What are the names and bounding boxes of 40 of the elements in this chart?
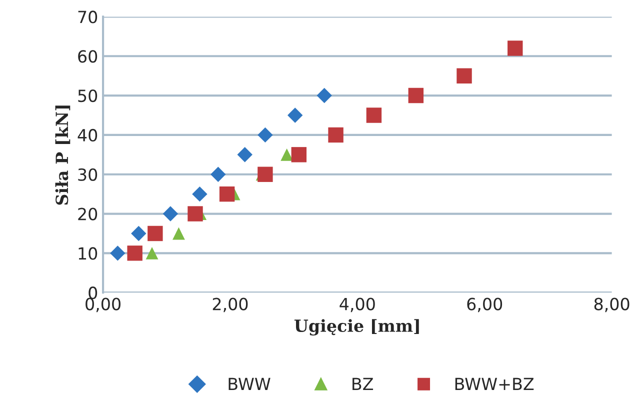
legend-label: BWW+BZ xyxy=(455,378,534,390)
y-tick-label: 0 xyxy=(88,286,98,300)
x-axis-title: Ugięcie [mm] xyxy=(294,319,419,336)
point xyxy=(210,166,226,182)
point xyxy=(127,246,142,261)
y-tick-label: 70 xyxy=(78,10,98,24)
point xyxy=(146,246,158,260)
x-tick-label: 0,00 xyxy=(86,298,120,312)
x-tick-label: 6,00 xyxy=(467,298,502,312)
point xyxy=(366,108,382,123)
legend-label: BZ xyxy=(352,378,374,390)
y-tick-label: 10 xyxy=(78,247,98,260)
point xyxy=(131,226,146,242)
point xyxy=(508,40,523,56)
y-axis-title: Siła P [kN] xyxy=(55,106,70,205)
y-tick-label: 20 xyxy=(78,208,98,220)
point xyxy=(258,166,273,182)
y-tick-label: 30 xyxy=(78,168,98,181)
point xyxy=(188,206,203,222)
y-tick-label: 60 xyxy=(78,50,98,63)
point xyxy=(219,186,235,202)
point xyxy=(408,88,424,104)
x-tick-label: 4,00 xyxy=(340,298,375,312)
point xyxy=(162,206,178,222)
point xyxy=(258,127,273,143)
point xyxy=(456,68,472,84)
y-tick-label: 50 xyxy=(78,90,98,102)
legend-label: BWW xyxy=(228,378,270,390)
point xyxy=(237,147,252,162)
y-tick-label: 40 xyxy=(78,128,98,142)
point xyxy=(316,88,332,104)
point xyxy=(192,186,208,202)
x-tick-label: 8,00 xyxy=(594,298,630,312)
point xyxy=(172,227,185,240)
point xyxy=(328,127,344,143)
point xyxy=(287,108,303,123)
point xyxy=(110,246,126,261)
point xyxy=(291,147,307,162)
x-tick-label: 2,00 xyxy=(212,298,248,312)
point xyxy=(148,226,163,242)
